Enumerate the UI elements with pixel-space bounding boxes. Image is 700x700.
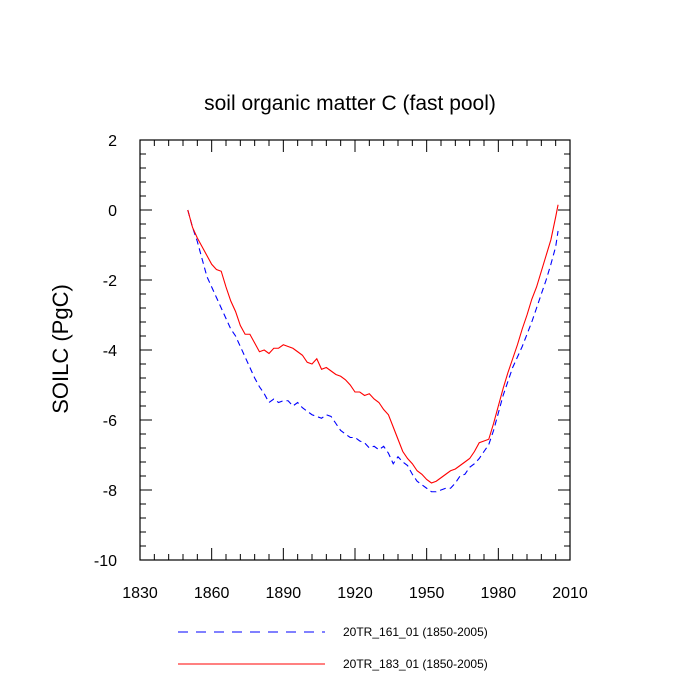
legend-label-2: 20TR_183_01 (1850-2005) [343, 657, 488, 671]
x-tick-label: 1980 [481, 585, 517, 602]
x-tick-label: 1950 [409, 585, 445, 602]
y-tick-label: 0 [108, 203, 117, 220]
plot-frame [139, 139, 571, 561]
y-tick-label: -2 [103, 273, 117, 290]
y-tick-label: -4 [103, 343, 117, 360]
y-tick-label: 2 [108, 133, 117, 150]
series-line-1 [187, 209, 559, 493]
series-line-2 [187, 204, 559, 484]
chart-title: soil organic matter C (fast pool) [204, 92, 496, 115]
x-tick-label: 1890 [266, 585, 302, 602]
plot-lines [187, 204, 559, 493]
x-tick-label: 2010 [552, 585, 588, 602]
y-axis-label: SOILC (PgC) [48, 284, 73, 414]
y-tick-label: -8 [103, 483, 117, 500]
axis-ticks [139, 139, 571, 561]
y-tick-label: -6 [103, 413, 117, 430]
legend: 20TR_161_01 (1850-2005) 20TR_183_01 (1850… [178, 625, 488, 671]
x-tick-label: 1920 [337, 585, 373, 602]
x-tick-label: 1830 [122, 585, 158, 602]
tick-labels: 1830 1860 1890 1920 1950 1980 2010 2 0 -2 -4 -6 -8 -1… [94, 133, 588, 602]
x-tick-label: 1860 [194, 585, 230, 602]
y-tick-label: -10 [94, 553, 117, 570]
legend-label-1: 20TR_161_01 (1850-2005) [343, 625, 488, 639]
